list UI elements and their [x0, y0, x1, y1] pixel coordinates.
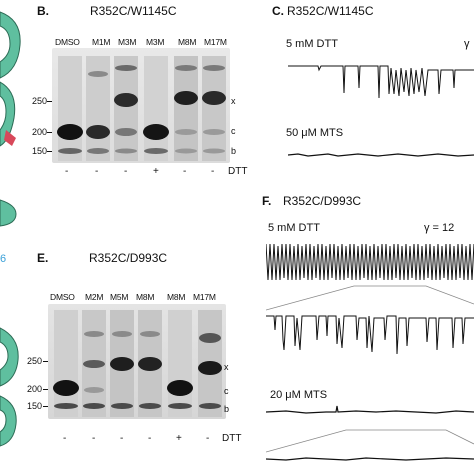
- dtt-sign: -: [63, 433, 67, 444]
- mw-marker-200: 200: [32, 127, 48, 137]
- dtt-label: DTT: [228, 166, 248, 177]
- band-label-x: x: [224, 362, 229, 372]
- panel-b-letter: B.: [37, 4, 49, 18]
- dtt-sign: -: [120, 433, 124, 444]
- lane-label: M3M: [146, 37, 165, 47]
- dtt-sign: -: [124, 166, 128, 177]
- panel-b-title: R352C/W1145C: [90, 4, 177, 18]
- helix-ribbon-low-2: [0, 395, 17, 447]
- dtt-sign: -: [95, 166, 99, 177]
- mw-marker-200: 200: [27, 384, 43, 394]
- panel-e-title: R352C/D993C: [89, 251, 168, 265]
- sidechain-stub: [4, 130, 16, 146]
- dtt-sign: +: [176, 433, 182, 444]
- dtt-sign: -: [148, 433, 152, 444]
- panel-f-channel-trace-dtt-expanded: [266, 315, 474, 355]
- panel-c-trace2-label: 50 μM MTS: [286, 127, 344, 139]
- panel-f-zoom-bracket-2: [266, 429, 474, 453]
- dtt-label: DTT: [222, 433, 242, 444]
- helix-ribbon-top: [0, 11, 21, 79]
- panel-c-gamma: γ: [464, 38, 470, 50]
- panel-c-trace1-label: 5 mM DTT: [286, 38, 338, 50]
- band-label-c: c: [224, 386, 229, 396]
- panel-f-channel-trace-mts-expanded: [266, 457, 474, 461]
- panel-f-channel-trace-dtt: [266, 243, 474, 281]
- helix-ribbon-low-1: [0, 327, 19, 387]
- panel-f-gamma: γ = 12: [424, 222, 455, 234]
- lane-label: M3M: [118, 37, 137, 47]
- band-label-b: b: [224, 404, 230, 414]
- panel-e-gel-bands: [53, 310, 222, 417]
- mw-tick: [47, 151, 52, 152]
- lane-label: M17M: [193, 292, 216, 302]
- dtt-sign: -: [211, 166, 215, 177]
- lane-label: M17M: [204, 37, 227, 47]
- lane-label: M2M: [85, 292, 104, 302]
- band-label-b: b: [231, 146, 237, 156]
- panel-b-gel-blot: [52, 48, 230, 163]
- helix-ribbon-mid: [0, 199, 17, 227]
- dtt-sign: -: [65, 166, 69, 177]
- dtt-sign: -: [183, 166, 187, 177]
- band-label-c: c: [231, 126, 236, 136]
- panel-b-gel-bands: [57, 56, 226, 161]
- panel-f-letter: F.: [262, 194, 272, 208]
- panel-f-zoom-bracket-1: [266, 285, 474, 311]
- mw-marker-250: 250: [27, 356, 43, 366]
- mw-tick: [43, 361, 48, 362]
- panel-f-trace1-label: 5 mM DTT: [268, 222, 320, 234]
- mw-marker-150: 150: [27, 401, 43, 411]
- dtt-sign: -: [92, 433, 96, 444]
- helix-ribbon-top-2: [0, 81, 16, 147]
- lane-label: DMSO: [55, 37, 80, 47]
- panel-f-trace2-label: 20 μM MTS: [270, 389, 328, 401]
- band-label-x: x: [231, 96, 236, 106]
- panel-c-title: R352C/W1145C: [287, 4, 374, 18]
- lane-label: M8M: [136, 292, 155, 302]
- mw-tick: [47, 132, 52, 133]
- panel-f-title: R352C/D993C: [283, 194, 362, 208]
- mw-tick: [43, 406, 48, 407]
- dtt-sign: -: [206, 433, 210, 444]
- mw-marker-250: 250: [32, 96, 48, 106]
- lane-label: M8M: [178, 37, 197, 47]
- panel-e-gel-blot: [48, 304, 226, 419]
- panel-f-channel-trace-mts: [266, 405, 474, 414]
- panel-c-letter: C.: [272, 4, 284, 18]
- dtt-sign: +: [153, 166, 159, 177]
- mw-tick: [43, 389, 48, 390]
- panel-e-letter: E.: [37, 251, 49, 265]
- lane-label: DMSO: [50, 292, 75, 302]
- lane-label: M8M: [167, 292, 186, 302]
- mw-marker-150: 150: [32, 146, 48, 156]
- mw-tick: [47, 101, 52, 102]
- panel-c-channel-trace-mts: [288, 153, 474, 157]
- lane-label: M1M: [92, 37, 111, 47]
- lane-label: M5M: [110, 292, 129, 302]
- panel-c-channel-trace-dtt: [288, 65, 474, 99]
- structure-fragment-graphic: [0, 11, 21, 447]
- structure-fragment-label: 6: [0, 253, 7, 265]
